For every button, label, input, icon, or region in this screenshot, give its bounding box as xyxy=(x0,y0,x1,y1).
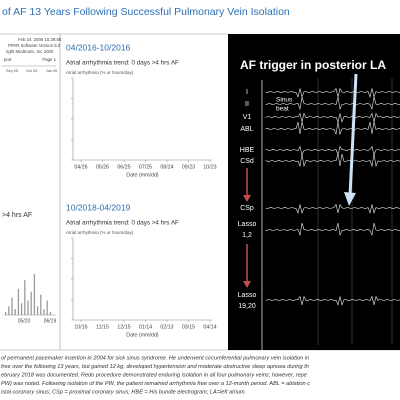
x-tick-label: 04/14 xyxy=(203,324,216,330)
sinus-label: Sinus xyxy=(276,97,293,104)
x-label: Date (mm/dd) xyxy=(126,332,159,338)
lead-label: ABL xyxy=(240,126,253,133)
lead-label: 19,20 xyxy=(238,303,256,310)
report-line: Page 1 xyxy=(42,57,56,62)
x-tick-label: 06/19 xyxy=(44,318,57,324)
bar xyxy=(36,306,39,315)
lead-label: HBE xyxy=(240,147,255,154)
top-axis-label: Sep 05 xyxy=(6,69,18,73)
period: 10/2018-04/2019 xyxy=(66,202,131,212)
bar xyxy=(4,312,7,315)
trigger-arrow xyxy=(348,73,358,197)
x-tick-label: 04/26 xyxy=(74,164,87,170)
bar xyxy=(49,312,52,315)
report-line: port xyxy=(4,57,12,62)
arrowhead xyxy=(243,195,251,202)
x-tick-label: 03/15 xyxy=(182,324,195,330)
ecg-traces xyxy=(243,73,400,350)
ecg-trace xyxy=(265,112,400,123)
bar xyxy=(46,300,48,315)
top-axis-label: Oct 05 xyxy=(26,69,37,73)
x-tick-label: 08/24 xyxy=(160,164,173,170)
y-label: Atrial arrhythmia (% or hours/day) xyxy=(66,230,134,235)
ecg-trace xyxy=(265,295,400,306)
lead-label: Lasso xyxy=(238,292,257,299)
caption-line: PW) was noted. Following isolation of th… xyxy=(1,381,310,387)
x-tick-label: 01/14 xyxy=(139,324,152,330)
sinus-label: beat xyxy=(276,106,289,113)
x-tick-label: 06/25 xyxy=(117,164,130,170)
ecg-trace xyxy=(265,203,400,214)
ecg-trace xyxy=(265,222,400,237)
lead-label: CSd xyxy=(240,158,254,165)
caption-line: ebruary 2018 was documented. Redo proced… xyxy=(1,372,307,378)
x-tick-label: 05/20 xyxy=(18,318,31,324)
report-line: right Medtronic, Inc 2000 xyxy=(6,49,54,54)
caption-line: of permanent pacemaker insertion in 2004… xyxy=(1,355,309,361)
trend: Atrial arrhythmia trend: 0 days >4 hrs A… xyxy=(66,220,179,227)
lead-label: 1,2 xyxy=(242,232,252,239)
x-tick-label: 05/26 xyxy=(96,164,109,170)
bar xyxy=(20,303,23,315)
x-label: Date (mm/dd) xyxy=(126,172,159,178)
lead-label: II xyxy=(245,101,249,108)
report-line: PPAR Software Version 5.0 xyxy=(8,43,61,48)
caption-line: istal coronary sinus; CSp = proximal cor… xyxy=(1,389,246,395)
bar xyxy=(8,306,10,315)
lead-label: CSp xyxy=(240,205,254,212)
panel-label: >4 hrs AF xyxy=(2,212,32,219)
arrowhead xyxy=(344,192,356,206)
arrowhead xyxy=(243,281,251,288)
ecg-trace xyxy=(265,87,400,98)
x-tick-label: 02/13 xyxy=(160,324,173,330)
ecg-trace xyxy=(265,121,400,136)
bar xyxy=(11,297,13,315)
y-label: Atrial arrhythmia (% or hours/day) xyxy=(66,70,134,75)
x-tick-label: 11/15 xyxy=(96,324,109,330)
x-tick-label: 10/23 xyxy=(203,164,216,170)
bar xyxy=(17,288,20,315)
bar xyxy=(43,309,45,315)
x-tick-label: 12/15 xyxy=(117,324,130,330)
bar xyxy=(40,294,42,315)
lead-label: Lasso xyxy=(238,221,257,228)
x-tick-label: 07/25 xyxy=(139,164,152,170)
ecg-title: AF trigger in posterior LA xyxy=(240,58,386,72)
ecg-trace xyxy=(265,145,400,156)
x-tick-label: 10/16 xyxy=(74,324,87,330)
lead-label: V1 xyxy=(243,114,252,121)
x-tick-label: 09/23 xyxy=(182,164,195,170)
bar xyxy=(33,274,36,315)
figure-title: of AF 13 Years Following Successful Pulm… xyxy=(2,6,290,18)
ecg-trace xyxy=(265,96,400,111)
top-axis-label: Jan 06 xyxy=(46,69,57,73)
bar xyxy=(30,291,32,315)
caption-line: free over the following 13 years, but ga… xyxy=(1,364,309,370)
trend: Atrial arrhythmia trend: 0 days >4 hrs A… xyxy=(66,60,179,67)
period: 04/2016-10/2016 xyxy=(66,42,131,52)
ecg-trace xyxy=(265,153,400,168)
report-line: Feb 24, 2006 15:39:58 xyxy=(18,37,62,42)
bar xyxy=(14,309,16,315)
bar xyxy=(24,280,26,315)
bar xyxy=(27,300,29,315)
lead-label: I xyxy=(246,89,248,96)
